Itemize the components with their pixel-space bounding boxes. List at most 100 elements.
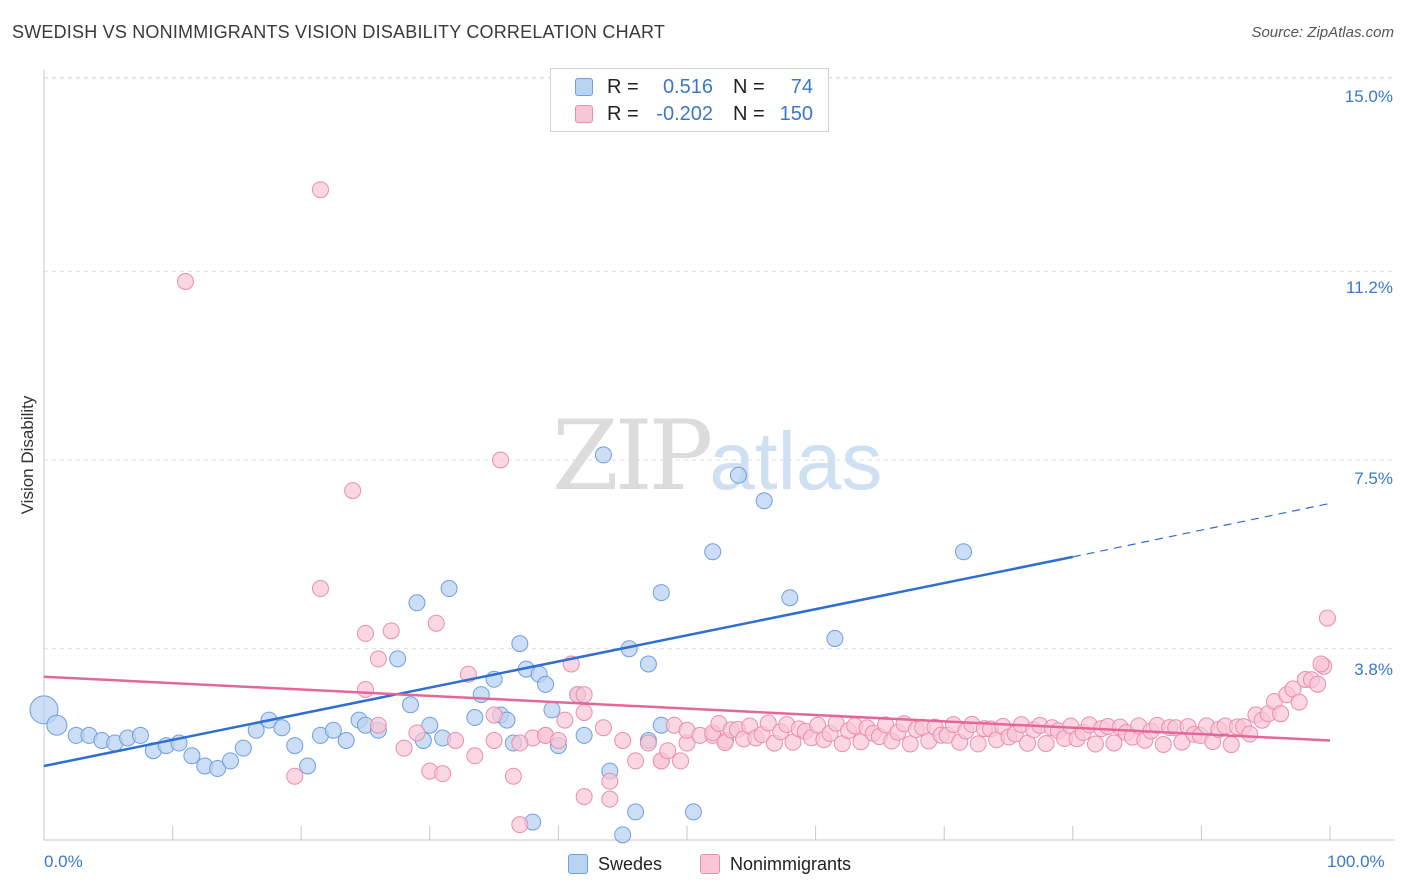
nonimmigrants-point	[395, 739, 413, 757]
legend-r-label: R =	[607, 75, 639, 98]
legend-r-label: R =	[607, 102, 639, 125]
swedes-point	[781, 589, 799, 607]
y-tick-label: 3.8%	[1354, 660, 1393, 679]
swedes-point	[299, 757, 317, 775]
swedes-point	[209, 760, 227, 778]
swedes-point	[954, 543, 972, 561]
swedes-point	[46, 714, 68, 736]
nonimmigrants-point	[1086, 735, 1104, 753]
legend-n-label: N =	[733, 75, 765, 98]
nonimmigrants-point	[1222, 736, 1240, 754]
y-axis-label: Vision Disability	[18, 395, 37, 515]
swedes-point	[704, 543, 722, 561]
nonimmigrants-point	[809, 716, 827, 734]
nonimmigrants-point	[759, 714, 777, 732]
swedes-point	[543, 701, 561, 719]
swedes-point	[652, 584, 670, 602]
legend-label-swedes: Swedes	[598, 853, 663, 874]
nonimmigrants-point	[466, 747, 484, 765]
legend-swatch-swedes	[568, 854, 588, 874]
nonimmigrants-point	[344, 482, 362, 500]
y-tick-label: 7.5%	[1354, 469, 1393, 488]
swedes-point	[537, 675, 555, 693]
nonimmigrants-point	[601, 790, 619, 808]
nonimmigrants-point	[877, 716, 895, 734]
nonimmigrants-point	[511, 734, 529, 752]
nonimmigrants-point	[369, 716, 387, 734]
nonimmigrants-point	[549, 732, 567, 749]
legend-n-label: N =	[733, 102, 765, 125]
correlation-legend: R = 0.516 N = 74 R = -0.202 N = 150	[550, 68, 829, 132]
watermark-atlas: atlas	[709, 416, 883, 507]
nonimmigrants-trend-line	[43, 675, 1331, 742]
swedes-point	[131, 726, 149, 744]
nonimmigrants-point	[1154, 735, 1172, 753]
swedes-point	[402, 696, 420, 714]
nonimmigrants-point	[176, 273, 194, 290]
swedes-point	[466, 709, 484, 727]
nonimmigrants-point	[614, 732, 632, 749]
legend-swatch-nonimmigrants	[700, 854, 720, 874]
nonimmigrants-point	[601, 772, 619, 790]
nonimmigrants-point	[1037, 735, 1055, 753]
legend-item-nonimmigrants[interactable]: Nonimmigrants	[700, 852, 851, 876]
nonimmigrants-point	[357, 681, 374, 698]
nonimmigrants-point	[504, 767, 522, 785]
swedes-point	[324, 721, 342, 739]
nonimmigrants-point	[1318, 609, 1336, 627]
legend-swatch-swedes	[575, 78, 593, 96]
nonimmigrants-point	[311, 181, 329, 199]
x-tick-label: 100.0%	[1327, 852, 1385, 871]
swedes-point	[221, 752, 239, 770]
legend-r-value: 0.516	[662, 75, 713, 98]
nonimmigrants-point	[311, 580, 329, 598]
swedes-trend-extension	[1072, 502, 1331, 558]
nonimmigrants-point	[447, 732, 465, 749]
legend-row-nonimmigrants: R = -0.202 N = 150	[575, 102, 813, 126]
y-tick-label: 15.0%	[1344, 87, 1393, 106]
x-tick-label: 0.0%	[44, 852, 83, 871]
legend-label-nonimmigrants: Nonimmigrants	[730, 853, 852, 874]
swedes-point	[408, 594, 426, 612]
swedes-point	[234, 739, 252, 757]
nonimmigrants-point	[672, 752, 690, 770]
nonimmigrants-point	[434, 765, 452, 783]
source-label: Source: ZipAtlas.com	[1251, 24, 1394, 41]
nonimmigrants-point	[1105, 734, 1123, 752]
swedes-trend-line	[43, 555, 1074, 768]
nonimmigrants-point	[1272, 705, 1290, 723]
nonimmigrants-point	[286, 767, 304, 785]
legend-item-swedes[interactable]: Swedes	[568, 852, 662, 876]
swedes-point	[286, 737, 304, 755]
legend-swatch-nonimmigrants	[575, 105, 593, 123]
watermark: ZIPatlas	[552, 408, 882, 505]
swedes-point	[421, 716, 439, 734]
nonimmigrants-point	[594, 719, 612, 737]
nonimmigrants-point	[1309, 675, 1327, 693]
swedes-point	[389, 650, 407, 668]
nonimmigrants-point	[485, 732, 503, 749]
y-tick-label: 11.2%	[1346, 278, 1393, 297]
nonimmigrants-point	[556, 711, 574, 729]
nonimmigrants-point	[427, 614, 445, 632]
nonimmigrants-point	[575, 703, 593, 721]
legend-n-value: 150	[779, 102, 813, 125]
nonimmigrants-point	[511, 816, 529, 834]
nonimmigrants-point	[627, 752, 645, 770]
swedes-point	[594, 446, 612, 464]
swedes-point	[755, 492, 773, 510]
nonimmigrants-point	[382, 622, 400, 640]
legend-r-value: -0.202	[656, 102, 713, 125]
legend-row-swedes: R = 0.516 N = 74	[575, 75, 813, 99]
swedes-point	[826, 630, 844, 647]
nonimmigrants-point	[1312, 655, 1330, 673]
swedes-point	[684, 803, 702, 821]
nonimmigrants-point	[357, 624, 374, 642]
nonimmigrants-point	[1290, 693, 1308, 711]
nonimmigrants-point	[1241, 725, 1259, 743]
swedes-point	[511, 635, 529, 653]
swedes-point	[639, 655, 657, 673]
swedes-point	[614, 826, 632, 844]
swedes-point	[729, 466, 747, 484]
